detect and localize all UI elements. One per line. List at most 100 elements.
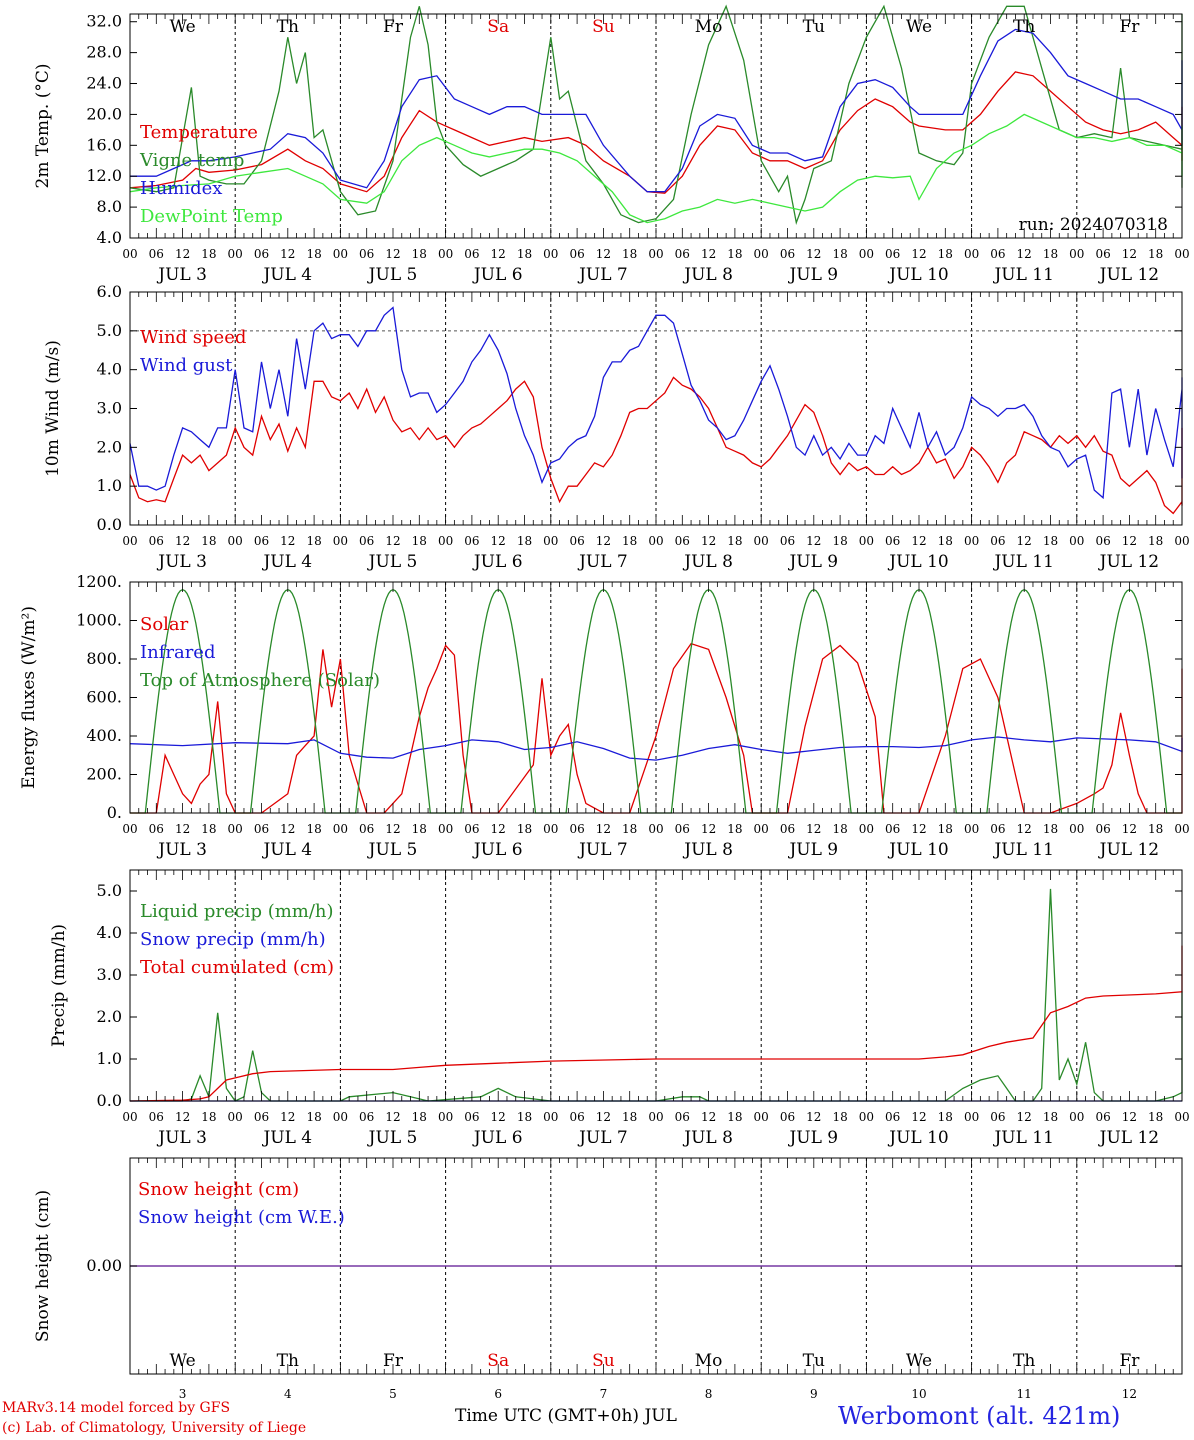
date-label: JUL 8 — [682, 552, 733, 572]
weekday-label: Tu — [803, 1351, 825, 1371]
date-label: JUL 5 — [367, 1128, 418, 1148]
hour-label: 06 — [885, 247, 900, 261]
hour-label: 00 — [754, 534, 769, 548]
hour-label: 12 — [806, 247, 821, 261]
legend-entry: Temperature — [140, 122, 258, 143]
hour-label: 18 — [727, 822, 742, 836]
hour-label: 06 — [675, 822, 690, 836]
hour-label: 12 — [280, 1110, 295, 1124]
date-label: JUL 9 — [787, 840, 838, 860]
hour-label: 18 — [306, 247, 321, 261]
hour-label: 00 — [122, 534, 137, 548]
date-label: JUL 3 — [156, 552, 207, 572]
hour-label: 00 — [964, 534, 979, 548]
day-number: 12 — [1122, 1387, 1137, 1400]
hour-label: 18 — [622, 534, 637, 548]
hour-label: 06 — [149, 247, 164, 261]
hour-label: 00 — [543, 1110, 558, 1124]
hour-label: 18 — [517, 1110, 532, 1124]
date-label: JUL 5 — [367, 840, 418, 860]
date-label: JUL 10 — [887, 1128, 948, 1148]
hour-label: 12 — [385, 1110, 400, 1124]
y-tick-label: 3.0 — [97, 399, 122, 418]
hour-label: 18 — [1043, 822, 1058, 836]
hour-label: 00 — [1174, 1110, 1189, 1124]
hour-label: 06 — [780, 1110, 795, 1124]
hour-label: 12 — [175, 822, 190, 836]
y-tick-label: 4.0 — [97, 360, 122, 379]
hour-label: 18 — [938, 247, 953, 261]
date-label: JUL 9 — [787, 265, 838, 285]
y-tick-label: 4.0 — [97, 228, 122, 247]
hour-label: 18 — [727, 534, 742, 548]
y-tick-label: 2.0 — [97, 437, 122, 456]
series-line-0-0 — [129, 71, 1183, 194]
hour-label: 00 — [543, 247, 558, 261]
hour-label: 12 — [806, 1110, 821, 1124]
hour-label: 06 — [254, 534, 269, 548]
hour-label: 00 — [1069, 822, 1084, 836]
hour-label: 00 — [1174, 822, 1189, 836]
legend-entry: Top of Atmosphere (Solar) — [140, 670, 380, 691]
hour-label: 00 — [333, 822, 348, 836]
hour-label: 18 — [727, 1110, 742, 1124]
hour-label: 06 — [780, 822, 795, 836]
hour-label: 00 — [543, 822, 558, 836]
day-number: 6 — [494, 1387, 502, 1400]
hour-label: 00 — [122, 1110, 137, 1124]
hour-label: 06 — [990, 247, 1005, 261]
hour-label: 00 — [122, 822, 137, 836]
day-number: 7 — [600, 1387, 608, 1400]
lab-credit: (c) Lab. of Climatology, University of L… — [2, 1420, 307, 1436]
date-label: JUL 10 — [887, 552, 948, 572]
hour-label: 00 — [1069, 1110, 1084, 1124]
hour-label: 00 — [754, 247, 769, 261]
legend-entry: Humidex — [140, 178, 222, 199]
hour-label: 18 — [412, 534, 427, 548]
hour-label: 12 — [491, 1110, 506, 1124]
date-label: JUL 4 — [261, 1128, 312, 1148]
day-number: 9 — [810, 1387, 818, 1400]
hour-label: 06 — [149, 822, 164, 836]
time-axis-title: Time UTC (GMT+0h) JUL — [455, 1406, 677, 1426]
hour-label: 18 — [201, 1110, 216, 1124]
legend-entry: Snow precip (mm/h) — [140, 929, 326, 950]
hour-label: 18 — [1148, 534, 1163, 548]
legend-entry: Snow height (cm W.E.) — [138, 1207, 345, 1228]
hour-label: 00 — [859, 247, 874, 261]
hour-label: 12 — [701, 534, 716, 548]
y-axis-label: Snow height (cm) — [33, 1190, 53, 1342]
hour-label: 06 — [569, 247, 584, 261]
weekday-label: Su — [592, 1351, 615, 1371]
hour-label: 06 — [254, 247, 269, 261]
weekday-label: Th — [277, 17, 299, 37]
y-tick-label: 12.0 — [86, 166, 122, 185]
legend-entry: DewPoint Temp — [140, 206, 283, 227]
hour-label: 12 — [491, 534, 506, 548]
legend-entry: Snow height (cm) — [138, 1179, 299, 1200]
hour-label: 06 — [149, 534, 164, 548]
hour-label: 12 — [596, 822, 611, 836]
hour-label: 12 — [280, 534, 295, 548]
weekday-label: Th — [1013, 17, 1035, 37]
hour-label: 12 — [1122, 247, 1137, 261]
y-tick-label: 1200. — [76, 572, 122, 591]
day-number: 3 — [179, 1387, 187, 1400]
weekday-label: Mo — [695, 17, 723, 37]
y-tick-label: 0.0 — [97, 515, 122, 534]
date-label: JUL 5 — [367, 265, 418, 285]
hour-label: 12 — [491, 822, 506, 836]
hour-label: 00 — [964, 1110, 979, 1124]
hour-label: 18 — [622, 1110, 637, 1124]
date-label: JUL 4 — [261, 265, 312, 285]
hour-label: 06 — [254, 1110, 269, 1124]
hour-label: 06 — [149, 1110, 164, 1124]
y-tick-label: 16.0 — [86, 135, 122, 154]
hour-label: 18 — [622, 822, 637, 836]
legend-entry: Wind gust — [140, 355, 233, 376]
hour-label: 00 — [228, 1110, 243, 1124]
legend-entry: Total cumulated (cm) — [140, 957, 334, 978]
hour-label: 06 — [569, 1110, 584, 1124]
y-tick-label: 5.0 — [97, 321, 122, 340]
hour-label: 00 — [228, 534, 243, 548]
